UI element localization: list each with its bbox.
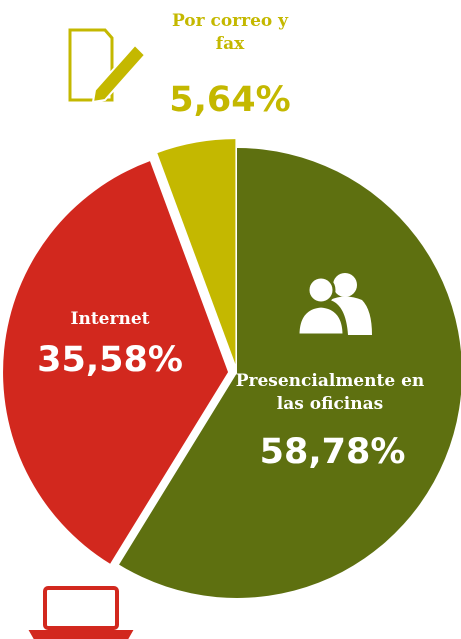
laptop-icon: [28, 586, 134, 639]
pie-slice: [119, 148, 461, 598]
slice-label: Por correo y fax: [171, 11, 289, 54]
pie-slice: [3, 161, 229, 564]
value-label: 5,64%: [169, 80, 291, 120]
value-label: 35,58%: [37, 340, 183, 380]
people-icon: [296, 273, 372, 337]
slice-label: Presencialmente en las oficinas: [235, 371, 425, 414]
slice-label: Internet: [70, 309, 150, 329]
document-icon: [68, 28, 147, 104]
value-label: 58,78%: [259, 432, 406, 472]
pie-slice: [157, 139, 236, 365]
